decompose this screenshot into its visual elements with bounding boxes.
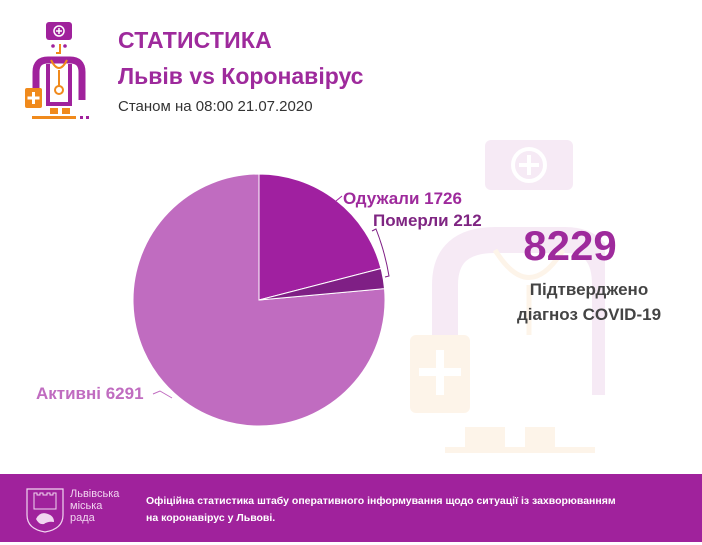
doctor-icon xyxy=(25,22,89,119)
pie-chart xyxy=(132,173,390,427)
footer: Львівська міська рада Офіційна статистик… xyxy=(0,474,702,542)
leader-line-active xyxy=(152,390,173,399)
total-confirmed: 8229 xyxy=(523,222,617,269)
label-recovered: Одужали 1726 xyxy=(343,189,462,208)
city-council-name: Львівська міська рада xyxy=(70,488,120,524)
doctor-watermark-icon xyxy=(410,140,605,453)
lviv-crest-icon xyxy=(26,488,64,533)
label-active: Активні 6291 xyxy=(36,384,144,403)
slice-died[interactable] xyxy=(258,267,386,301)
page-title: СТАТИСТИКА xyxy=(118,27,272,53)
leader-line-died xyxy=(371,228,390,278)
footer-description: Офіційна статистика штабу оперативного і… xyxy=(146,495,616,524)
total-caption-line1: Підтверджено xyxy=(529,280,649,299)
page-subtitle: Львів vs Коронавірус xyxy=(118,63,364,89)
report-date: Станом на 08:00 21.07.2020 xyxy=(118,98,313,115)
leader-line-recovered xyxy=(335,195,343,202)
slice-active[interactable] xyxy=(132,173,386,427)
label-died: Померли 212 xyxy=(373,211,482,230)
total-caption: Підтверджено діагноз COVID-19 xyxy=(495,277,683,327)
total-caption-line2: діагноз COVID-19 xyxy=(516,305,662,324)
footer-bottom-edge xyxy=(0,542,702,545)
